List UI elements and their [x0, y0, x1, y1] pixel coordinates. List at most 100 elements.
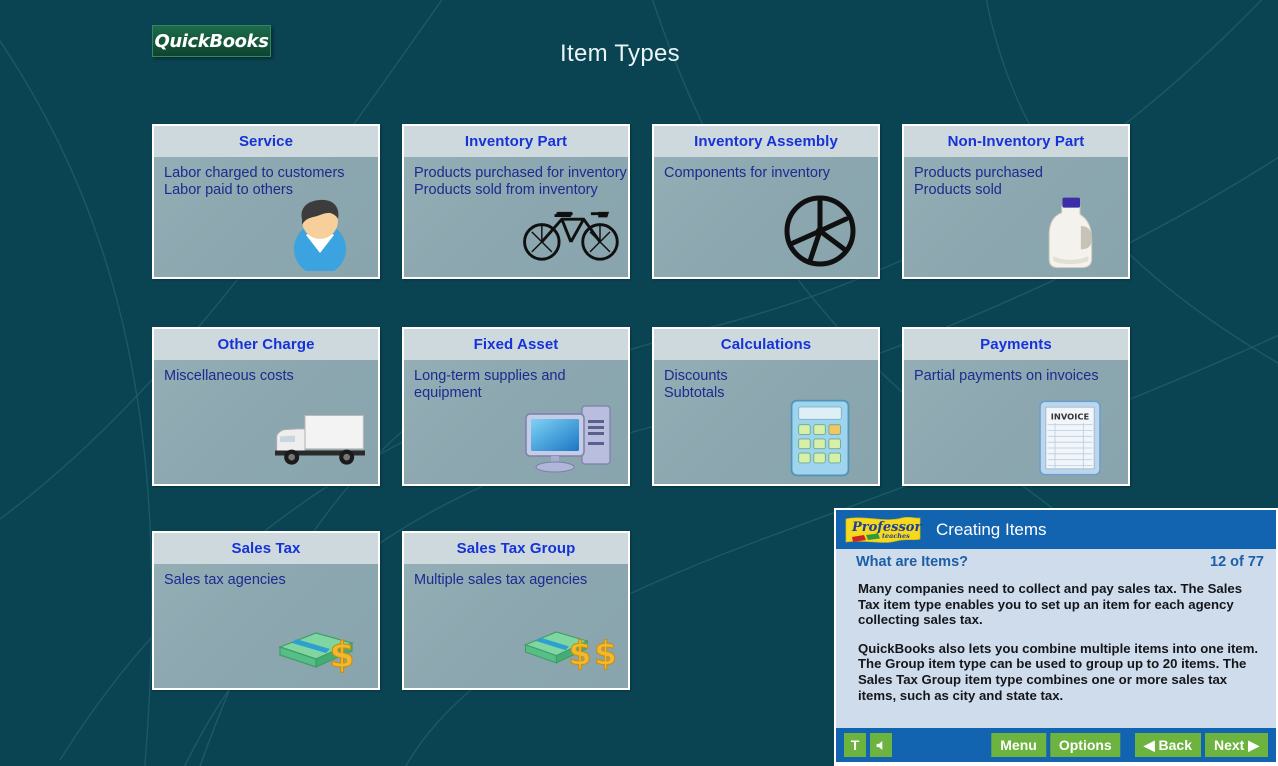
card-body: Products purchased Products sold	[904, 157, 1128, 277]
card-description-line: Components for inventory	[664, 165, 831, 181]
svg-text:Professor: Professor	[851, 520, 922, 535]
quickbooks-logo: QuickBooks	[152, 25, 271, 57]
card-header: Inventory Part	[404, 126, 628, 157]
card-body: Discounts Subtotals	[654, 360, 878, 484]
card-description-line: Products sold from inventory	[414, 182, 598, 198]
next-button[interactable]: Next ▶	[1204, 733, 1268, 757]
item-type-card[interactable]: Sales Tax Group Multiple sales tax agenci…	[402, 531, 630, 690]
item-type-card[interactable]: Other Charge Miscellaneous costs	[152, 327, 380, 486]
help-paragraph: Many companies need to collect and pay s…	[858, 581, 1243, 628]
computer-icon	[520, 398, 620, 478]
help-panel-header: Professor teaches Creating Items	[836, 510, 1276, 549]
card-inner: Payments Partial payments on invoices INVO…	[904, 329, 1128, 484]
svg-text:INVOICE: INVOICE	[1051, 412, 1090, 422]
card-header: Service	[154, 126, 378, 157]
help-panel-body: Many companies need to collect and pay s…	[836, 575, 1276, 728]
card-header: Fixed Asset	[404, 329, 628, 360]
card-body: Products purchased for inventory Products…	[404, 157, 628, 277]
card-inner: Sales Tax Group Multiple sales tax agenci…	[404, 533, 628, 688]
card-description-line: Subtotals	[664, 385, 725, 401]
milk-jug-icon	[1020, 191, 1120, 271]
text-toggle-button[interactable]: T	[844, 733, 866, 757]
item-type-card[interactable]: Inventory Part Products purchased for inv…	[402, 124, 630, 279]
item-type-card[interactable]: Sales Tax Sales tax agencies $	[152, 531, 380, 690]
invoice-icon: INVOICE	[1020, 398, 1120, 478]
help-panel: Professor teaches Creating Items What ar…	[834, 508, 1278, 766]
back-button[interactable]: ◀ Back	[1134, 733, 1201, 757]
card-body: Long-term supplies and equipment	[404, 360, 628, 484]
svg-text:$: $	[594, 635, 617, 673]
help-paragraph: QuickBooks also lets you combine multipl…	[858, 640, 1259, 703]
help-panel-title: Creating Items	[936, 519, 1047, 539]
card-header: Calculations	[654, 329, 878, 360]
card-title: Payments	[980, 336, 1052, 353]
card-inner: Fixed Asset Long-term supplies and equipme…	[404, 329, 628, 484]
card-description-line: Labor paid to others	[164, 182, 293, 198]
card-header: Other Charge	[154, 329, 378, 360]
card-body: Labor charged to customers Labor paid to …	[154, 157, 378, 277]
help-panel-subheader: What are Items? 12 of 77	[836, 549, 1276, 575]
card-title: Inventory Assembly	[694, 133, 838, 150]
card-header: Sales Tax Group	[404, 533, 628, 564]
card-description-line: equipment	[414, 385, 482, 401]
card-description-line: Miscellaneous costs	[164, 368, 294, 384]
card-description-line: Discounts	[664, 368, 728, 384]
person-avatar-icon	[270, 191, 370, 275]
card-title: Service	[238, 133, 294, 150]
card-header: Payments	[904, 329, 1128, 360]
card-inner: Inventory Part Products purchased for inv…	[404, 126, 628, 277]
card-title: Calculations	[720, 336, 812, 353]
svg-text:$: $	[569, 635, 592, 673]
menu-button[interactable]: Menu	[991, 733, 1046, 757]
calculator-icon	[770, 398, 870, 478]
card-title: Non-Inventory Part	[947, 133, 1085, 150]
card-inner: Sales Tax Sales tax agencies $	[154, 533, 378, 688]
bicycle-icon	[520, 191, 620, 271]
item-type-card[interactable]: Inventory Assembly Components for invento…	[652, 124, 880, 279]
card-description-line: Multiple sales tax agencies	[414, 572, 588, 588]
card-description-line: Long-term supplies and	[414, 368, 566, 384]
item-type-card[interactable]: Service Labor charged to customers Labor p…	[152, 124, 380, 279]
card-header: Sales Tax	[154, 533, 378, 564]
wheel-icon	[770, 191, 870, 271]
card-body: Sales tax agencies $	[154, 564, 378, 688]
options-button[interactable]: Options	[1049, 733, 1121, 757]
card-title: Sales Tax Group	[456, 540, 576, 557]
help-page-counter: 12 of 77	[1210, 554, 1264, 570]
card-description-line: Products purchased	[914, 165, 1043, 181]
item-type-card[interactable]: Calculations Discounts Subtotals	[652, 327, 880, 486]
card-title: Fixed Asset	[473, 336, 559, 353]
card-body: Multiple sales tax agencies $ $	[404, 564, 628, 688]
delivery-truck-icon	[270, 398, 370, 478]
card-inner: Calculations Discounts Subtotals	[654, 329, 878, 484]
card-description-line: Labor charged to customers	[164, 165, 345, 181]
card-title: Other Charge	[217, 336, 315, 353]
card-header: Non-Inventory Part	[904, 126, 1128, 157]
card-inner: Non-Inventory Part Products purchased Prod…	[904, 126, 1128, 277]
quickbooks-logo-text: QuickBooks	[154, 30, 269, 52]
card-body: Components for inventory	[654, 157, 878, 277]
speaker-icon[interactable]	[870, 733, 892, 757]
card-inner: Other Charge Miscellaneous costs	[154, 329, 378, 484]
help-topic-label: What are Items?	[856, 554, 968, 570]
item-type-card[interactable]: Payments Partial payments on invoices INVO…	[902, 327, 1130, 486]
card-description-line: Products sold	[914, 182, 1002, 198]
professor-teaches-logo: Professor teaches	[844, 515, 922, 545]
svg-text:teaches: teaches	[882, 532, 910, 540]
svg-text:$: $	[329, 635, 354, 676]
card-title: Inventory Part	[464, 133, 568, 150]
card-header: Inventory Assembly	[654, 126, 878, 157]
card-body: Partial payments on invoices INVOICE	[904, 360, 1128, 484]
help-panel-toolbar: T Menu Options ◀ Back Next ▶	[836, 728, 1276, 762]
money-stack-double-dollar-icon: $ $	[520, 602, 620, 682]
item-type-card[interactable]: Fixed Asset Long-term supplies and equipme…	[402, 327, 630, 486]
card-inner: Service Labor charged to customers Labor p…	[154, 126, 378, 277]
card-description-line: Products purchased for inventory	[414, 165, 627, 181]
item-type-card[interactable]: Non-Inventory Part Products purchased Prod…	[902, 124, 1130, 279]
card-title: Sales Tax	[231, 540, 301, 557]
card-description-line: Partial payments on invoices	[914, 368, 1099, 384]
card-body: Miscellaneous costs	[154, 360, 378, 484]
money-stack-dollar-icon: $	[270, 602, 370, 682]
card-inner: Inventory Assembly Components for invento…	[654, 126, 878, 277]
